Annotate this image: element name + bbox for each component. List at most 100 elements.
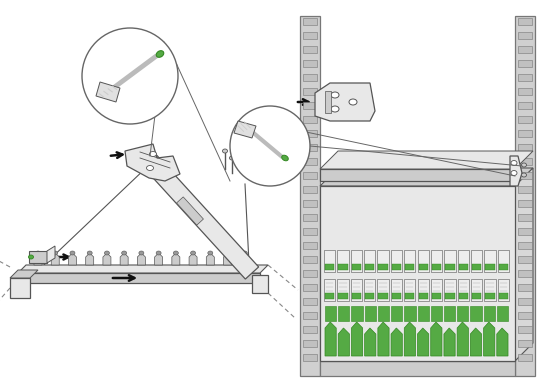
Ellipse shape xyxy=(156,51,164,57)
Polygon shape xyxy=(432,293,441,299)
Polygon shape xyxy=(518,88,532,95)
Polygon shape xyxy=(303,130,317,137)
Polygon shape xyxy=(352,322,363,356)
Polygon shape xyxy=(417,279,429,301)
Ellipse shape xyxy=(87,251,92,255)
Ellipse shape xyxy=(36,251,40,255)
Polygon shape xyxy=(498,264,508,270)
Polygon shape xyxy=(391,250,402,272)
Polygon shape xyxy=(324,279,335,301)
Polygon shape xyxy=(379,293,388,299)
Ellipse shape xyxy=(222,149,227,153)
Polygon shape xyxy=(320,168,533,186)
Polygon shape xyxy=(432,264,441,270)
Polygon shape xyxy=(510,156,522,186)
Polygon shape xyxy=(47,246,55,263)
Polygon shape xyxy=(303,102,317,109)
Polygon shape xyxy=(303,60,317,67)
Polygon shape xyxy=(470,328,482,356)
Polygon shape xyxy=(485,293,495,299)
Polygon shape xyxy=(365,293,374,299)
Ellipse shape xyxy=(104,251,110,255)
Polygon shape xyxy=(518,354,532,361)
Polygon shape xyxy=(315,83,375,121)
Polygon shape xyxy=(518,186,532,193)
Polygon shape xyxy=(497,306,508,321)
Ellipse shape xyxy=(173,251,178,255)
Polygon shape xyxy=(350,250,362,272)
Polygon shape xyxy=(518,116,532,123)
Polygon shape xyxy=(325,91,331,113)
Polygon shape xyxy=(18,265,268,273)
Polygon shape xyxy=(365,264,374,270)
Circle shape xyxy=(82,28,178,124)
Ellipse shape xyxy=(511,160,517,165)
Polygon shape xyxy=(518,158,532,165)
Polygon shape xyxy=(518,312,532,319)
Polygon shape xyxy=(392,264,401,270)
Polygon shape xyxy=(125,144,180,181)
Polygon shape xyxy=(418,264,428,270)
Polygon shape xyxy=(484,306,495,321)
Polygon shape xyxy=(320,151,533,169)
Polygon shape xyxy=(339,293,348,299)
Polygon shape xyxy=(471,250,482,272)
Polygon shape xyxy=(445,293,455,299)
Polygon shape xyxy=(300,16,320,376)
Polygon shape xyxy=(141,153,259,279)
Polygon shape xyxy=(103,253,111,265)
Ellipse shape xyxy=(331,106,339,112)
Polygon shape xyxy=(458,293,468,299)
Polygon shape xyxy=(518,172,532,179)
Polygon shape xyxy=(518,60,532,67)
Polygon shape xyxy=(303,270,317,277)
Polygon shape xyxy=(303,186,317,193)
Polygon shape xyxy=(431,306,442,321)
Polygon shape xyxy=(377,250,389,272)
Ellipse shape xyxy=(522,173,526,177)
Polygon shape xyxy=(206,253,214,265)
Polygon shape xyxy=(29,251,47,263)
Polygon shape xyxy=(458,264,468,270)
Polygon shape xyxy=(303,214,317,221)
Polygon shape xyxy=(325,306,336,321)
Polygon shape xyxy=(86,253,94,265)
Polygon shape xyxy=(303,172,317,179)
Polygon shape xyxy=(172,253,180,265)
Polygon shape xyxy=(444,250,456,272)
Polygon shape xyxy=(457,322,468,356)
Polygon shape xyxy=(177,197,204,225)
Polygon shape xyxy=(470,306,482,321)
Polygon shape xyxy=(444,328,455,356)
Polygon shape xyxy=(352,306,363,321)
Polygon shape xyxy=(303,228,317,235)
Polygon shape xyxy=(10,270,38,278)
Polygon shape xyxy=(252,275,268,293)
Polygon shape xyxy=(485,264,495,270)
Polygon shape xyxy=(364,250,375,272)
Polygon shape xyxy=(69,253,77,265)
Polygon shape xyxy=(379,264,388,270)
Polygon shape xyxy=(418,293,428,299)
Ellipse shape xyxy=(230,156,234,160)
Polygon shape xyxy=(320,186,515,361)
Polygon shape xyxy=(457,250,469,272)
Polygon shape xyxy=(497,328,508,356)
Polygon shape xyxy=(120,253,128,265)
Polygon shape xyxy=(518,200,532,207)
Ellipse shape xyxy=(511,170,517,176)
Polygon shape xyxy=(515,168,533,361)
Polygon shape xyxy=(431,279,442,301)
Polygon shape xyxy=(364,328,376,356)
Polygon shape xyxy=(303,256,317,263)
Polygon shape xyxy=(303,88,317,95)
Polygon shape xyxy=(320,169,515,181)
Polygon shape xyxy=(518,102,532,109)
Ellipse shape xyxy=(29,255,33,259)
Polygon shape xyxy=(484,250,496,272)
Polygon shape xyxy=(378,306,389,321)
Polygon shape xyxy=(303,298,317,305)
Polygon shape xyxy=(325,293,334,299)
Polygon shape xyxy=(404,279,415,301)
Polygon shape xyxy=(303,144,317,151)
